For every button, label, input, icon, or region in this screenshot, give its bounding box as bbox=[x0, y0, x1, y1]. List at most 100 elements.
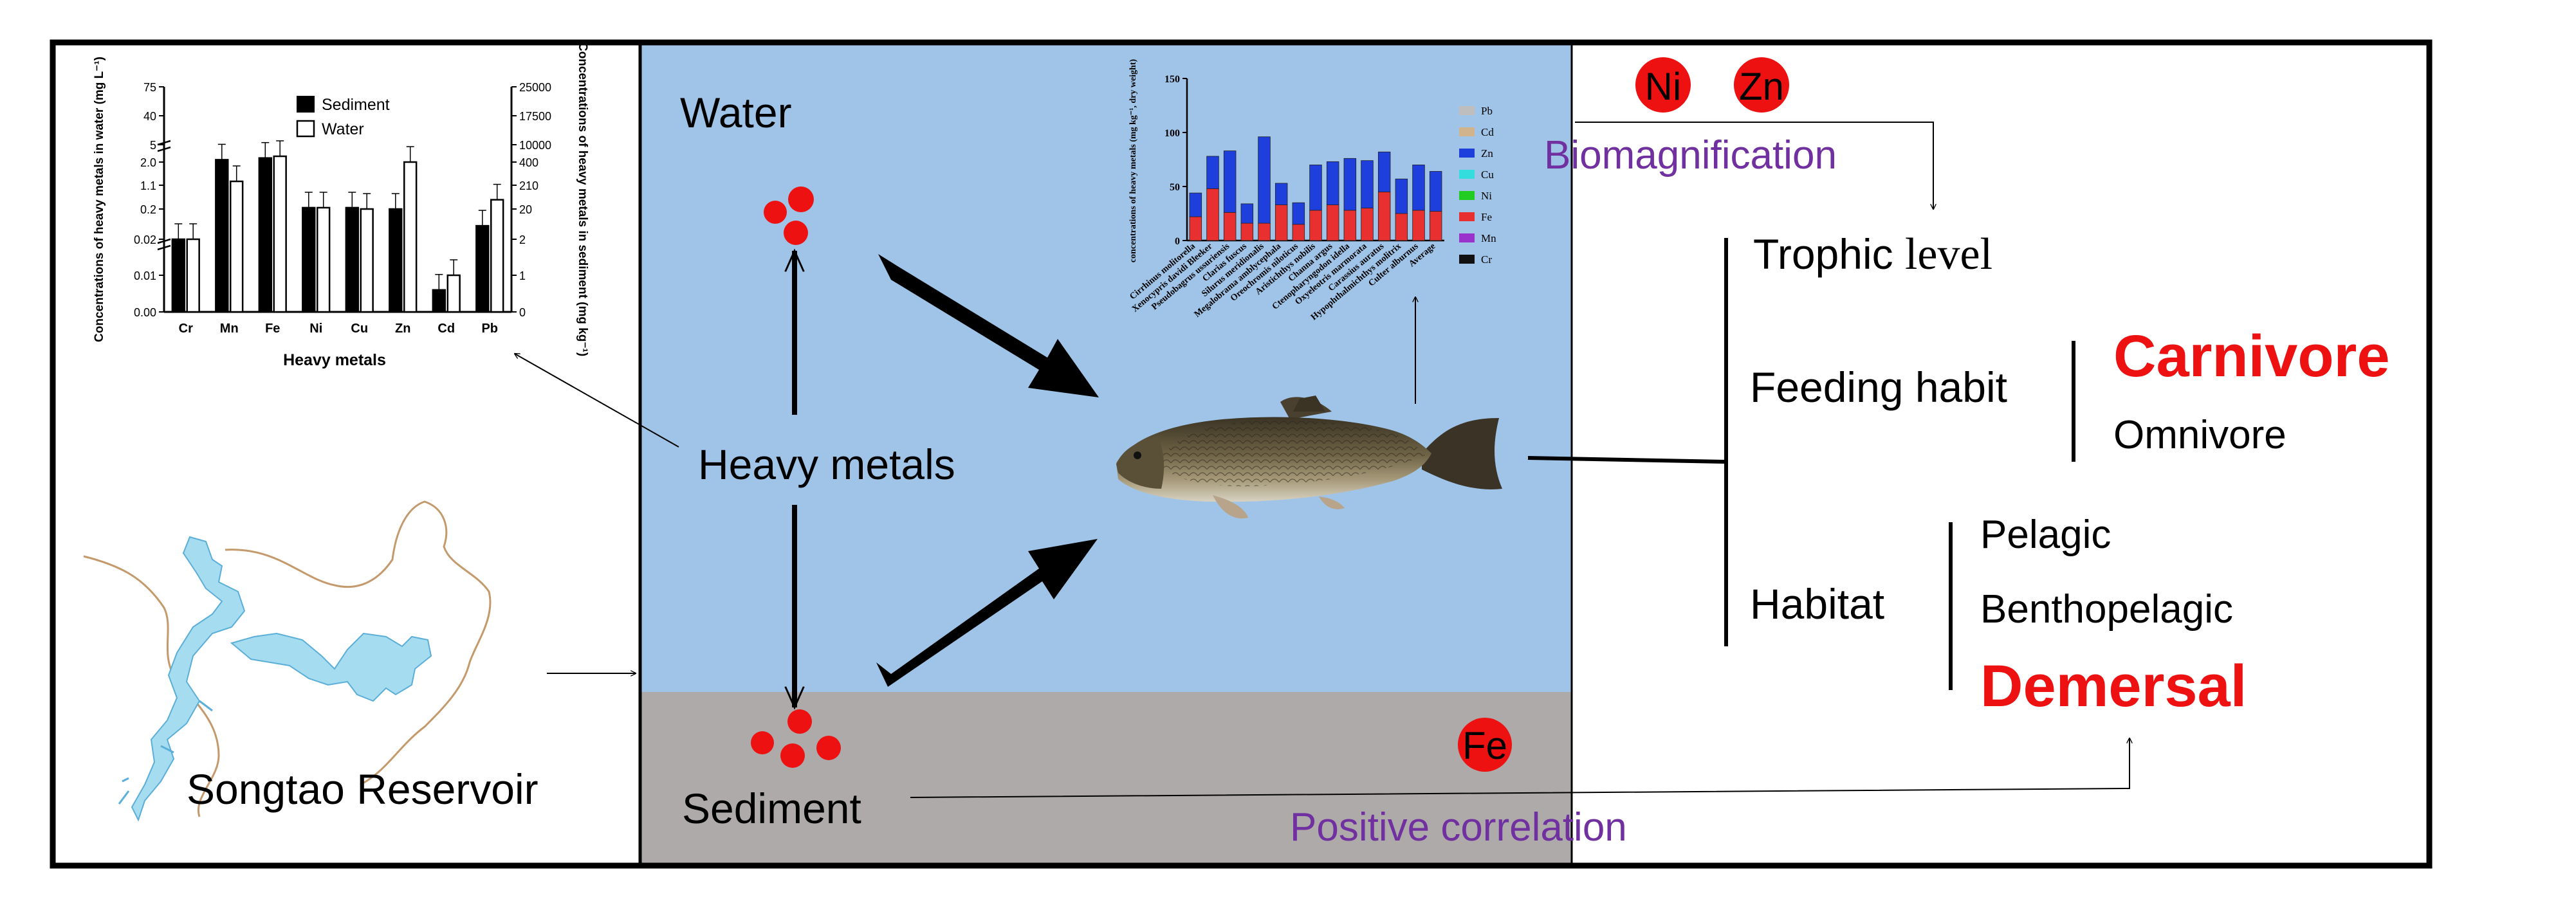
fish-bar-fe bbox=[1189, 216, 1202, 241]
fish-legend-swatch-pb bbox=[1459, 106, 1475, 115]
category-label-zn: Zn bbox=[395, 322, 410, 336]
feeding-habit-label: Feeding habit bbox=[1750, 363, 2007, 411]
omnivore-label: Omnivore bbox=[2113, 413, 2286, 457]
fish-bar-fe bbox=[1274, 205, 1288, 241]
level-word: level bbox=[1905, 230, 1992, 279]
arrow-sediment-to-demersal bbox=[910, 738, 2130, 798]
fish-bar-fe bbox=[1361, 208, 1374, 241]
left-tick-label: 0.00 bbox=[134, 306, 156, 319]
left-chart-ylabel: Concentrations of heavy metals in water … bbox=[93, 57, 106, 342]
ni-label: Ni bbox=[1645, 65, 1682, 108]
benthopelagic-label: Benthopelagic bbox=[1980, 587, 2233, 632]
arrow-metals-to-trophic bbox=[1575, 122, 1933, 209]
fish-tick-label: 100 bbox=[1164, 128, 1180, 139]
bar-water-ni bbox=[317, 206, 331, 313]
fish-chart-ylabel: concentrations of heavy metals (mg kg⁻¹,… bbox=[1128, 59, 1138, 262]
fish-bar-fe bbox=[1343, 210, 1357, 241]
fish-legend-swatch-ni bbox=[1459, 191, 1475, 200]
outer-frame bbox=[50, 39, 2433, 869]
fish-bar-fe bbox=[1258, 223, 1271, 241]
biomagnification-label: Biomagnification bbox=[1544, 133, 1837, 177]
reservoir-streams bbox=[118, 700, 213, 805]
fish-bar-fe bbox=[1309, 210, 1322, 241]
reservoir-label: Songtao Reservoir bbox=[187, 765, 538, 813]
reservoir-map bbox=[83, 500, 492, 822]
bar-sediment-zn bbox=[389, 208, 403, 313]
trophic-level-label: Trophic level bbox=[1753, 230, 1992, 279]
bar-water-cd bbox=[446, 274, 461, 313]
left-tick-label: 5 bbox=[150, 139, 156, 152]
category-label-ni: Ni bbox=[309, 322, 322, 336]
fish-bar-zn bbox=[1377, 151, 1391, 192]
right-tick-label: 400 bbox=[519, 156, 538, 169]
left-tick-label: 0.2 bbox=[140, 203, 156, 216]
fish-image bbox=[1116, 396, 1502, 519]
fish-legend-label-fe: Fe bbox=[1481, 211, 1492, 223]
legend-sediment-label: Sediment bbox=[322, 96, 390, 114]
fish-legend-label-ni: Ni bbox=[1481, 190, 1492, 202]
zn-label: Zn bbox=[1739, 65, 1784, 108]
fish-bar-zn bbox=[1206, 156, 1219, 189]
fish-bar-zn bbox=[1223, 150, 1237, 213]
fish-bar-zn bbox=[1274, 183, 1288, 205]
fish-bar-zn bbox=[1343, 158, 1357, 211]
arrow-sediment-to-fish bbox=[876, 539, 1098, 687]
fish-legend-swatch-cd bbox=[1459, 127, 1475, 136]
fish-to-factors-line bbox=[1527, 456, 1727, 464]
fish-legend-swatch-cu bbox=[1459, 170, 1475, 179]
category-label-fe: Fe bbox=[265, 322, 280, 336]
arrow-metals-to-chart bbox=[515, 354, 679, 448]
bar-water-fe bbox=[273, 155, 287, 313]
fish-tick-label: 50 bbox=[1170, 182, 1180, 193]
right-tick-label: 17500 bbox=[519, 110, 551, 123]
fish-legend-label-cd: Cd bbox=[1481, 126, 1494, 138]
right-tick-label: 0 bbox=[519, 306, 526, 319]
sediment-particles bbox=[751, 709, 841, 768]
fish-bar-fe bbox=[1240, 223, 1254, 241]
left-tick-label: 75 bbox=[143, 81, 156, 94]
reservoir-lake bbox=[131, 536, 432, 822]
fish-bar-zn bbox=[1429, 171, 1442, 212]
sediment-label: Sediment bbox=[682, 785, 861, 832]
right-tick-label: 2 bbox=[519, 233, 526, 246]
fish-bar-fe bbox=[1292, 224, 1305, 241]
carnivore-label: Carnivore bbox=[2113, 323, 2390, 389]
water-particles bbox=[764, 187, 814, 245]
fish-bar-fe bbox=[1206, 188, 1219, 241]
left-tick-label: 0.02 bbox=[134, 233, 156, 246]
habitat-label: Habitat bbox=[1750, 580, 1884, 628]
fish-bar-fe bbox=[1223, 212, 1237, 241]
bar-water-zn bbox=[403, 161, 418, 313]
fish-bar-zn bbox=[1292, 202, 1305, 225]
category-label-cd: Cd bbox=[437, 322, 455, 336]
bar-sediment-cu bbox=[345, 206, 359, 313]
right-tick-label: 25000 bbox=[519, 81, 551, 94]
fe-marker bbox=[1458, 718, 1512, 772]
fish-bar-fe bbox=[1395, 213, 1408, 241]
fish-bar-zn bbox=[1361, 160, 1374, 208]
positive-correlation-label: Positive correlation bbox=[1290, 805, 1627, 850]
fish-legend-swatch-cr bbox=[1459, 255, 1475, 264]
arrow-water-to-fish bbox=[878, 254, 1099, 397]
metal-concentration-chart: 0.00 0.01 0.02 0.2 1.1 2.0 5 40 75 0 1 2 20 210 400 100… bbox=[93, 42, 589, 369]
fish-bar-zn bbox=[1326, 161, 1339, 205]
bar-sediment-cd bbox=[432, 289, 446, 313]
legend-sediment-swatch bbox=[297, 96, 315, 113]
fish-bar-fe bbox=[1326, 205, 1339, 241]
bar-sediment-pb bbox=[475, 224, 490, 313]
bar-sediment-mn bbox=[215, 159, 229, 313]
category-label-pb: Pb bbox=[481, 322, 498, 336]
category-label-cu: Cu bbox=[351, 322, 368, 336]
bar-sediment-fe bbox=[258, 157, 273, 313]
fish-bar-fe bbox=[1429, 211, 1442, 241]
right-tick-label: 210 bbox=[519, 179, 538, 192]
heavy-metals-label: Heavy metals bbox=[698, 441, 955, 488]
fe-label: Fe bbox=[1462, 724, 1507, 767]
fish-bar-fe bbox=[1377, 191, 1391, 241]
left-tick-label: 0.01 bbox=[134, 269, 156, 282]
water-panel-bg bbox=[640, 42, 1572, 692]
axis-break-lower bbox=[157, 238, 171, 251]
fish-legend-label-cu: Cu bbox=[1481, 168, 1494, 181]
fish-tick-label: 150 bbox=[1164, 74, 1180, 85]
